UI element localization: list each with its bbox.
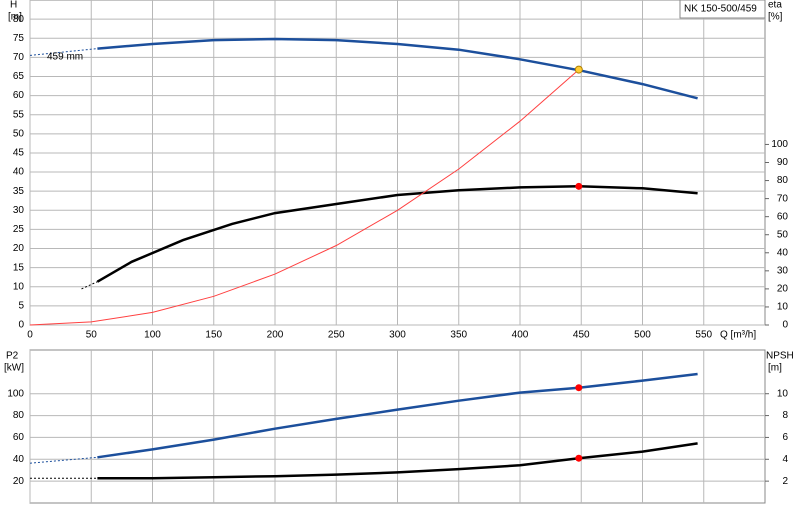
y2-tick-label: 40 <box>777 247 789 258</box>
dashed-curve <box>29 456 98 464</box>
y2-tick-label: 90 <box>777 157 789 168</box>
operating-point <box>575 454 583 462</box>
curve <box>97 442 698 480</box>
x-tick-label: 250 <box>328 330 345 341</box>
y-tick-label: 10 <box>13 281 25 292</box>
y-tick-label: 60 <box>13 90 25 101</box>
y2-tick-label: 10 <box>777 302 789 313</box>
annotation: 459 mm <box>47 52 83 63</box>
y2-tick-label: 0 <box>782 320 788 331</box>
y-axis-unit: [m] <box>8 12 22 23</box>
curve <box>97 37 698 100</box>
y2-tick-label: 100 <box>771 139 788 150</box>
curve <box>96 185 698 283</box>
y-tick-label: 30 <box>13 205 25 216</box>
y2-tick-label: 10 <box>777 388 789 399</box>
y-tick-label: 40 <box>13 167 25 178</box>
y-tick-label: 40 <box>13 454 25 465</box>
chart-title: NK 150-500/459 <box>684 4 757 15</box>
y-tick-label: 80 <box>13 410 25 421</box>
y2-tick-label: 80 <box>777 175 789 186</box>
y-tick-label: 65 <box>13 71 25 82</box>
x-tick-label: 150 <box>205 330 222 341</box>
x-tick-label: 450 <box>573 330 590 341</box>
y-tick-label: 75 <box>13 33 25 44</box>
dashed-curve <box>81 281 98 290</box>
y-tick-label: 5 <box>18 301 24 312</box>
y-tick-label: 45 <box>13 148 25 159</box>
y2-tick-label: 50 <box>777 229 789 240</box>
y-axis-label: P2 <box>6 351 19 362</box>
x-tick-label: 0 <box>27 330 33 341</box>
x-tick-label: 500 <box>634 330 651 341</box>
title-box <box>679 0 766 19</box>
y-axis-label: H <box>10 0 17 11</box>
y-tick-label: 20 <box>13 243 25 254</box>
x-tick-label: 400 <box>512 330 529 341</box>
y2-axis-unit: [m] <box>768 363 782 374</box>
y-tick-label: 0 <box>18 320 24 331</box>
x-tick-label: 50 <box>86 330 98 341</box>
operating-point <box>575 182 583 190</box>
x-tick-label: 300 <box>389 330 406 341</box>
curve <box>97 372 698 459</box>
x-tick-label: 550 <box>695 330 712 341</box>
x-tick-label: 200 <box>267 330 284 341</box>
y2-tick-label: 8 <box>782 410 788 421</box>
y-tick-label: 100 <box>7 388 24 399</box>
y-tick-label: 60 <box>13 432 25 443</box>
operating-point <box>574 65 583 74</box>
operating-point <box>575 384 583 392</box>
y2-tick-label: 60 <box>777 211 789 222</box>
y-tick-label: 20 <box>13 476 25 487</box>
y2-axis-label: NPSH <box>766 351 794 362</box>
y-tick-label: 70 <box>13 52 25 63</box>
y2-tick-label: 4 <box>782 454 788 465</box>
y2-tick-label: 30 <box>777 265 789 276</box>
dashed-curve <box>29 48 98 56</box>
y-tick-label: 50 <box>13 128 25 139</box>
y2-tick-label: 6 <box>782 432 788 443</box>
y2-tick-label: 70 <box>777 193 789 204</box>
y-tick-label: 55 <box>13 109 25 120</box>
x-tick-label: 100 <box>144 330 161 341</box>
y-tick-label: 25 <box>13 224 25 235</box>
curve <box>29 69 580 326</box>
y-tick-label: 15 <box>13 262 25 273</box>
y-tick-label: 80 <box>13 14 25 25</box>
y2-tick-label: 20 <box>777 284 789 295</box>
y2-axis-unit: [%] <box>768 12 783 23</box>
y-axis-unit: [kW] <box>4 363 24 374</box>
x-tick-label: 350 <box>450 330 467 341</box>
y2-axis-label: eta <box>768 0 782 11</box>
x-axis-label: Q [m³/h] <box>720 330 756 341</box>
y-tick-label: 35 <box>13 186 25 197</box>
y2-tick-label: 2 <box>782 476 788 487</box>
